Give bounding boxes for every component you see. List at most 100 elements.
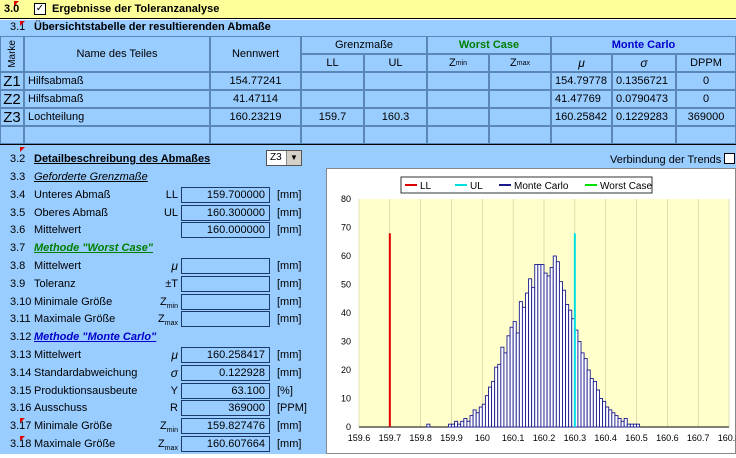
overview-cell-name[interactable]: Hilfsabmaß — [24, 90, 210, 108]
histogram-bar — [515, 332, 520, 428]
detail-row-value[interactable]: 159.827476 — [181, 418, 270, 435]
histogram-bar — [466, 420, 471, 428]
overview-cell-ul[interactable]: 160.3 — [364, 108, 427, 126]
overview-cell-marke[interactable]: Z1 — [0, 72, 24, 90]
detail-row-symbol: μ — [171, 348, 178, 362]
detail-row-value[interactable] — [181, 258, 270, 274]
overview-cell-zmin[interactable] — [427, 126, 489, 144]
overview-cell-dppm[interactable]: 0 — [676, 90, 736, 108]
overview-cell-ll[interactable] — [301, 126, 364, 144]
overview-cell-sigma[interactable]: 0.1356721 — [612, 72, 676, 90]
col-monte-carlo: Monte Carlo — [551, 36, 736, 54]
overview-cell-nenn[interactable]: 154.77241 — [210, 72, 301, 90]
overview-cell-zmin[interactable] — [427, 90, 489, 108]
select-value: Z3 — [270, 152, 282, 163]
overview-cell-mu[interactable] — [551, 126, 612, 144]
detail-row-value[interactable]: 160.000000 — [181, 222, 270, 239]
legend-label: UL — [470, 181, 483, 192]
detail-row-value[interactable] — [181, 275, 270, 292]
overview-cell-nenn[interactable] — [210, 126, 301, 144]
detail-row-number: 3.13 — [10, 349, 32, 361]
overview-cell-zmin[interactable] — [427, 108, 489, 126]
overview-cell-marke[interactable]: Z3 — [0, 108, 24, 126]
overview-cell-marke[interactable] — [0, 126, 24, 144]
overview-cell-ll[interactable] — [301, 90, 364, 108]
overview-cell-name[interactable]: Hilfsabmaß — [24, 72, 210, 90]
detail-row-label: Maximale Größe — [34, 438, 116, 450]
histogram-bar — [623, 417, 628, 428]
col-grenzmasse: Grenzmaße — [301, 36, 427, 54]
overview-cell-dppm[interactable]: 0 — [676, 72, 736, 90]
detail-row-unit: [mm] — [277, 188, 302, 201]
detail-row-unit: [mm] — [277, 420, 302, 433]
histogram-bar — [611, 412, 616, 428]
detail-row-unit: [mm] — [277, 349, 302, 361]
overview-cell-mu[interactable]: 41.47769 — [551, 90, 612, 108]
detail-row-value[interactable] — [181, 293, 270, 310]
y-tick-label: 80 — [341, 194, 351, 204]
overview-cell-mu[interactable]: 154.79778 — [551, 72, 612, 90]
detail-row-symbol: Zmax — [158, 313, 178, 328]
detail-row-value[interactable]: 160.300000 — [181, 204, 270, 221]
comment-marker — [20, 436, 25, 441]
col-worst-case: Worst Case — [427, 36, 551, 54]
detail-row-value[interactable]: 0.122928 — [181, 364, 270, 381]
overview-cell-marke[interactable]: Z2 — [0, 90, 24, 108]
overview-cell-dppm[interactable]: 369000 — [676, 108, 736, 126]
overview-cell-ul[interactable] — [364, 90, 427, 108]
profile-select[interactable]: Z3 ▼ — [266, 150, 302, 166]
y-tick-label: 50 — [341, 280, 351, 290]
detail-row-number: 3.16 — [10, 402, 32, 415]
overview-cell-sigma[interactable]: 0.1229283 — [612, 108, 676, 126]
detail-row-number: 3.4 — [10, 188, 26, 201]
legend-label: Worst Case — [600, 181, 652, 192]
overview-cell-ul[interactable] — [364, 72, 427, 90]
overview-cell-zmax[interactable] — [489, 90, 551, 108]
histogram-bar — [555, 261, 560, 428]
detail-row-symbol: Y — [170, 384, 178, 397]
overview-cell-sigma[interactable] — [612, 126, 676, 144]
histogram-bar — [614, 415, 619, 428]
y-tick-label: 30 — [341, 337, 351, 347]
histogram-bar — [543, 272, 548, 428]
results-checkbox[interactable]: ✓ — [34, 3, 46, 15]
histogram-bar — [451, 423, 456, 428]
x-tick-label: 160.3 — [564, 433, 587, 443]
detail-row-label: Oberes Abmaß — [34, 206, 108, 219]
overview-cell-ll[interactable]: 159.7 — [301, 108, 364, 126]
overview-cell-ll[interactable] — [301, 72, 364, 90]
overview-cell-nenn[interactable]: 41.47114 — [210, 90, 301, 108]
detail-row-unit: [PPM] — [277, 402, 307, 415]
detail-row-value[interactable]: 160.607664 — [181, 436, 270, 452]
detail-row-value[interactable]: 159.700000 — [181, 186, 270, 203]
detail-row-value[interactable]: 369000 — [181, 400, 270, 417]
col-ul: UL — [364, 54, 427, 72]
detail-row-number: 3.6 — [10, 224, 26, 237]
overview-cell-zmin[interactable] — [427, 72, 489, 90]
overview-cell-dppm[interactable] — [676, 126, 736, 144]
col-name: Name des Teiles — [24, 36, 210, 72]
overview-cell-name[interactable] — [24, 126, 210, 144]
overview-cell-zmax[interactable] — [489, 126, 551, 144]
overview-cell-mu[interactable]: 160.25842 — [551, 108, 612, 126]
detail-row-label: Produktionsausbeute — [34, 384, 138, 397]
histogram-bar — [521, 306, 526, 428]
overview-cell-ul[interactable] — [364, 126, 427, 144]
trend-checkbox[interactable] — [724, 153, 735, 164]
detail-row-number: 3.15 — [10, 384, 32, 397]
y-tick-label: 40 — [341, 308, 351, 318]
detail-row-value[interactable]: 63.100 — [181, 382, 270, 399]
overview-cell-nenn[interactable]: 160.23219 — [210, 108, 301, 126]
legend-label: LL — [420, 181, 432, 192]
histogram-bar — [537, 264, 542, 428]
histogram-bar — [500, 346, 505, 428]
col-marke: Marke — [0, 36, 24, 72]
detail-row-unit: [mm] — [277, 366, 302, 379]
chevron-down-icon[interactable]: ▼ — [286, 151, 301, 165]
detail-row-value[interactable]: 160.258417 — [181, 347, 270, 363]
overview-cell-zmax[interactable] — [489, 108, 551, 126]
overview-cell-name[interactable]: Lochteilung — [24, 108, 210, 126]
overview-cell-sigma[interactable]: 0.0790473 — [612, 90, 676, 108]
overview-cell-zmax[interactable] — [489, 72, 551, 90]
detail-row-value[interactable] — [181, 311, 270, 328]
